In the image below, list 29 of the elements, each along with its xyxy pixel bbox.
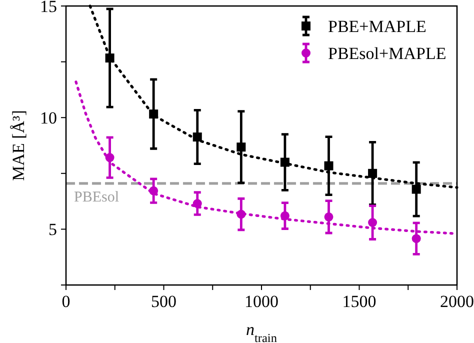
point [236,210,246,219]
point [105,54,114,63]
legend-label: PBE+MAPLE [328,17,426,36]
x-tick-label: 0 [62,292,70,311]
point [280,211,290,220]
x-tick-label: 2000 [440,292,474,311]
point [192,132,202,142]
y-tick-label: 10 [40,108,57,128]
point [280,158,290,167]
point [412,234,421,244]
legend-label: PBEsol+MAPLE [328,44,446,63]
point [368,218,378,228]
point [236,142,246,152]
point [412,184,421,194]
point [192,199,202,208]
ref-line-label: PBEsol [74,189,120,206]
point [149,110,158,119]
x-tick-label: 500 [151,292,176,311]
x-tick-label: 1000 [244,292,278,311]
y-tick-label: 15 [40,0,57,16]
point [324,161,334,170]
point [149,186,158,196]
y-tick-label: 5 [48,220,57,240]
x-axis-title: n$_{train}$ [246,320,277,343]
y-axis-title: MAE [Å³] [9,110,28,181]
point [324,212,334,222]
point [368,168,378,178]
point [105,153,114,162]
x-tick-label: 1500 [342,292,376,311]
